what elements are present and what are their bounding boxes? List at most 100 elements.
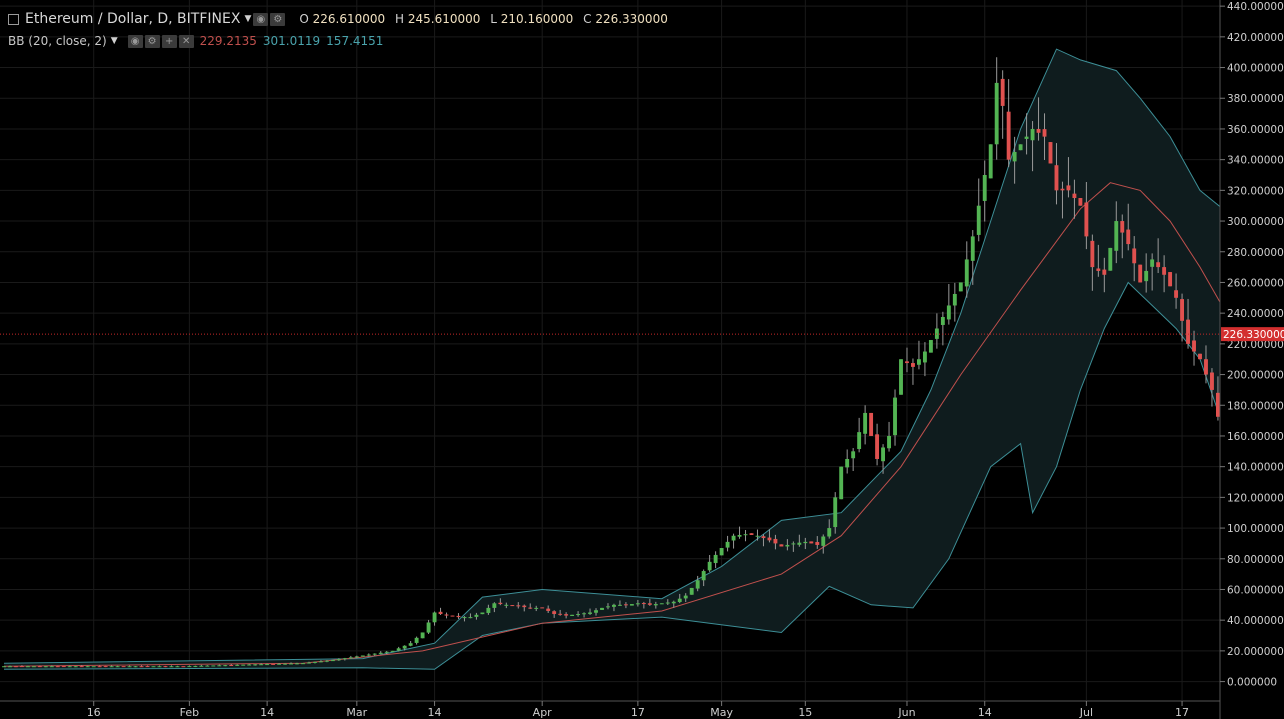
current-price-label: 226.330000 (1221, 327, 1284, 342)
candle-body (145, 666, 150, 668)
candle-body (839, 466, 844, 500)
candle-body (606, 606, 610, 608)
collapse-box-icon[interactable] (8, 13, 19, 25)
candle-body (916, 359, 921, 365)
y-tick-label: 420.000000 (1227, 32, 1284, 44)
y-tick-label: 400.000000 (1227, 63, 1284, 75)
x-tick-label: Mar (346, 706, 367, 719)
x-tick-label: 17 (1175, 706, 1189, 719)
candle-body (73, 666, 78, 668)
candle-body (1102, 269, 1107, 275)
candle-body (713, 554, 718, 564)
candle-body (450, 615, 455, 617)
eye-icon[interactable]: ◉ (127, 34, 143, 48)
candle-body (384, 651, 389, 653)
indicator-label[interactable]: BB (20, close, 2) (8, 34, 107, 48)
candle-body (498, 602, 503, 605)
candle-body (223, 665, 228, 667)
candle-body (887, 435, 891, 449)
chevron-down-icon[interactable]: ▼ (244, 14, 252, 24)
candle-body (570, 614, 575, 617)
candle-body (845, 458, 850, 468)
candle-body (623, 604, 628, 606)
candle-body (647, 603, 652, 605)
time-axis[interactable]: 16 Feb 14 Mar 14 Apr 17 May 15 Jun 14 Jul 17 (0, 700, 1220, 719)
candle-body (67, 666, 72, 668)
candle-body (289, 663, 293, 665)
y-tick-label: 60.000000 (1227, 584, 1284, 596)
candle-body (1030, 128, 1035, 141)
candle-body (390, 650, 395, 652)
gear-icon[interactable]: ⚙ (144, 34, 160, 48)
candle-body (988, 144, 993, 179)
y-tick-label: 20.000000 (1227, 646, 1284, 658)
candle-body (803, 541, 808, 544)
candle-body (492, 603, 497, 608)
candle-body (175, 666, 180, 668)
candle-body (37, 666, 42, 668)
candle-body (964, 259, 969, 287)
candle-body (420, 632, 425, 639)
candle-body (982, 175, 987, 201)
candle-body (767, 537, 772, 541)
chevron-down-icon[interactable]: ▼ (110, 36, 118, 46)
plus-icon[interactable]: + (161, 34, 177, 48)
candle-body (1072, 193, 1077, 199)
y-tick-label: 280.000000 (1227, 247, 1284, 259)
candle-body (1186, 319, 1190, 344)
candle-body (952, 293, 957, 306)
eye-icon[interactable]: ◉ (253, 12, 269, 26)
candle-body (1024, 136, 1029, 139)
candle-body (241, 664, 246, 666)
y-tick-label: 80.000000 (1227, 554, 1284, 566)
y-tick-label: 360.000000 (1227, 124, 1284, 136)
candle-body (504, 604, 509, 606)
candle-body (731, 535, 736, 541)
candle-body (462, 617, 467, 619)
candle-body (558, 613, 563, 615)
candle-body (1096, 268, 1101, 271)
candle-body (970, 236, 975, 261)
candle-body (522, 605, 527, 608)
gear-icon[interactable]: ⚙ (270, 12, 286, 26)
candle-body (474, 614, 479, 617)
y-tick-label: 240.000000 (1227, 308, 1284, 320)
candle-body (1060, 188, 1065, 191)
close-icon[interactable]: ✕ (178, 34, 194, 48)
candle-body (1126, 229, 1131, 245)
candle-body (725, 541, 730, 548)
candle-body (552, 611, 557, 615)
candle-body (1204, 359, 1208, 375)
candle-body (1215, 392, 1220, 417)
candle-body (1132, 248, 1137, 264)
x-tick-label: 14 (428, 706, 442, 719)
candle-body (444, 614, 449, 616)
y-tick-label: 100.000000 (1227, 523, 1284, 535)
candle-body (342, 658, 347, 660)
candle-body (815, 542, 820, 545)
candle-body (157, 666, 162, 668)
candle-body (199, 665, 204, 667)
candle-body (1114, 221, 1119, 251)
candle-body (749, 533, 754, 535)
candle-body (14, 666, 18, 668)
price-axis[interactable]: 440.000000 420.000000 400.000000 380.000000… (1219, 0, 1284, 719)
symbol-title[interactable]: Ethereum / Dollar, D, BITFINEX (25, 11, 241, 27)
candle-body (946, 305, 951, 320)
candle-body (773, 538, 778, 544)
candle-body (61, 666, 66, 668)
candles (2, 57, 1238, 668)
candle-body (869, 412, 874, 436)
candle-body (893, 397, 897, 436)
y-tick-label: 160.000000 (1227, 431, 1284, 443)
candle-body (217, 665, 222, 667)
candle-body (1006, 111, 1011, 160)
candle-body (301, 663, 305, 665)
y-tick-label: 200.000000 (1227, 370, 1284, 382)
candle-body (414, 637, 419, 643)
candle-body (695, 580, 700, 589)
candle-body (109, 666, 114, 668)
candle-body (31, 666, 36, 668)
y-tick-label: 220.000000 (1227, 339, 1284, 351)
